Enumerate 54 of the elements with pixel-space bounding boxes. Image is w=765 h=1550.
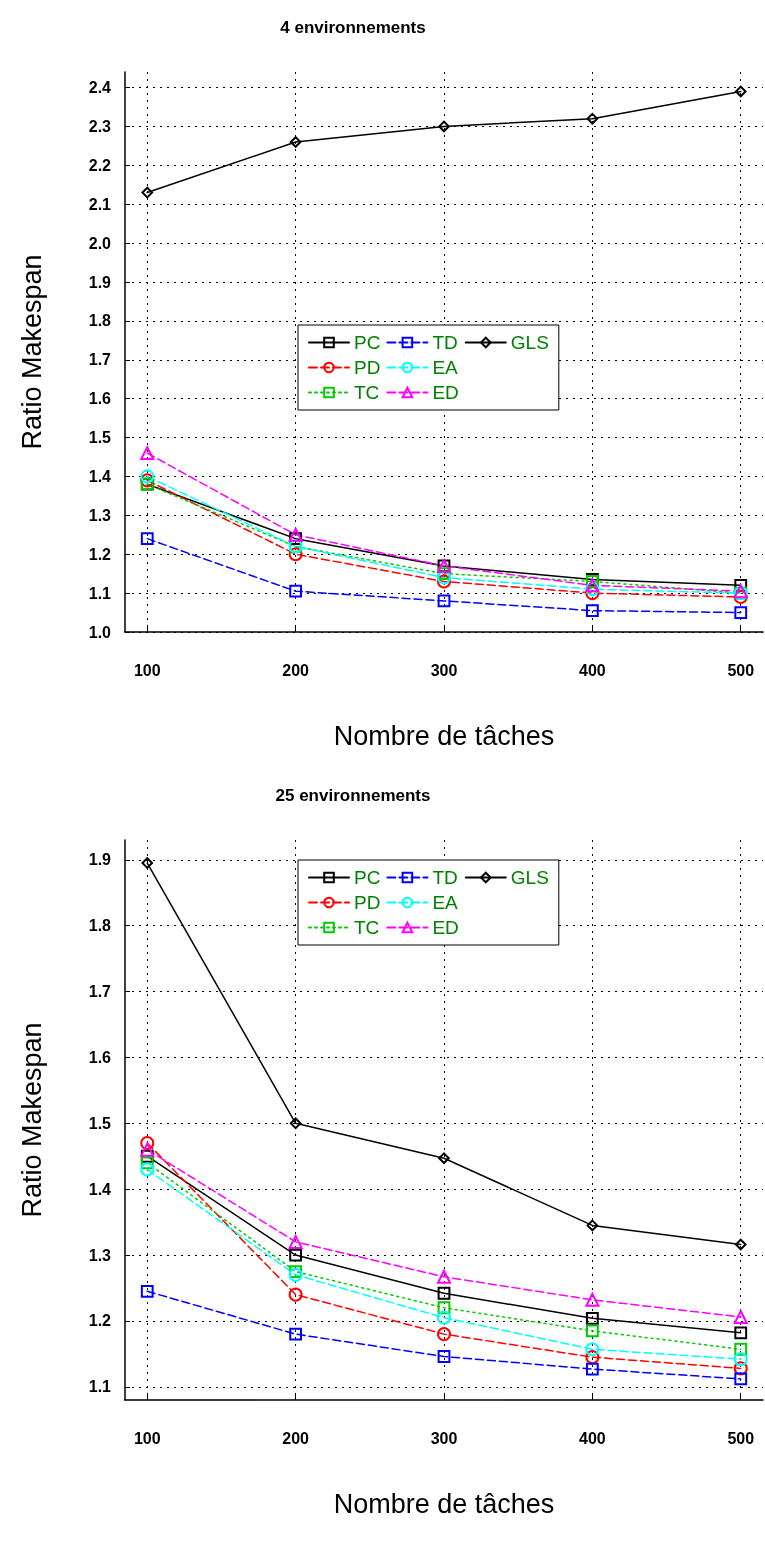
legend-label: TC [354,382,380,403]
y-tick-label: 2.0 [88,234,112,252]
y-tick-label: 1.7 [88,983,112,1001]
y-tick-label: 2.1 [88,195,112,213]
y-tick-label: 1.0 [88,623,112,641]
y-axis-title: Ratio Makespan [16,254,47,450]
y-tick-label: 2.4 [88,79,112,97]
chart-title: 4 environnements [280,18,426,37]
legend-label: GLS [510,332,549,353]
legend-label: ED [432,917,459,938]
legend-label: ED [432,382,459,403]
y-tick-label: 1.4 [88,467,112,485]
legend-label: TD [432,867,458,888]
y-tick-label: 1.5 [88,429,112,447]
x-axis-title: Nombre de tâches [333,720,555,751]
x-tick-label: 500 [727,661,755,679]
x-axis-title: Nombre de tâches [333,1488,555,1519]
x-tick-label: 200 [282,1429,310,1447]
legend-label: PD [354,357,381,378]
y-tick-label: 1.9 [88,851,112,869]
y-tick-label: 1.6 [88,390,112,408]
y-tick-label: 1.5 [88,1114,112,1132]
y-tick-label: 1.6 [88,1048,112,1066]
x-tick-label: 400 [579,1429,606,1447]
legend-label: PD [354,892,381,913]
x-tick-label: 200 [282,661,310,679]
y-tick-label: 1.2 [88,545,112,563]
y-tick-label: 1.3 [88,1246,112,1264]
x-tick-label: 100 [133,661,161,679]
y-tick-label: 1.1 [88,1378,112,1396]
legend-label: PC [354,332,381,353]
x-tick-label: 300 [430,1429,458,1447]
legend-label: PC [354,867,381,888]
x-tick-label: 100 [133,1429,161,1447]
y-tick-label: 2.3 [88,117,112,135]
x-tick-label: 300 [430,661,458,679]
y-tick-label: 1.1 [88,584,112,602]
y-tick-label: 1.4 [88,1180,112,1198]
legend-label: GLS [510,867,549,888]
legend-label: TC [354,917,380,938]
x-tick-label: 500 [727,1429,755,1447]
legend-label: EA [432,357,459,378]
y-tick-label: 1.2 [88,1312,112,1330]
legend-label: EA [432,892,459,913]
y-tick-label: 1.3 [88,506,112,524]
y-tick-label: 1.8 [88,312,112,330]
y-tick-label: 2.2 [88,156,112,174]
y-axis-title: Ratio Makespan [16,1022,47,1218]
y-tick-label: 1.9 [88,273,112,291]
y-tick-label: 1.8 [88,917,112,935]
x-tick-label: 400 [579,661,606,679]
legend-label: TD [432,332,458,353]
y-tick-label: 1.7 [88,351,112,369]
chart-title: 25 environnements [275,786,431,805]
